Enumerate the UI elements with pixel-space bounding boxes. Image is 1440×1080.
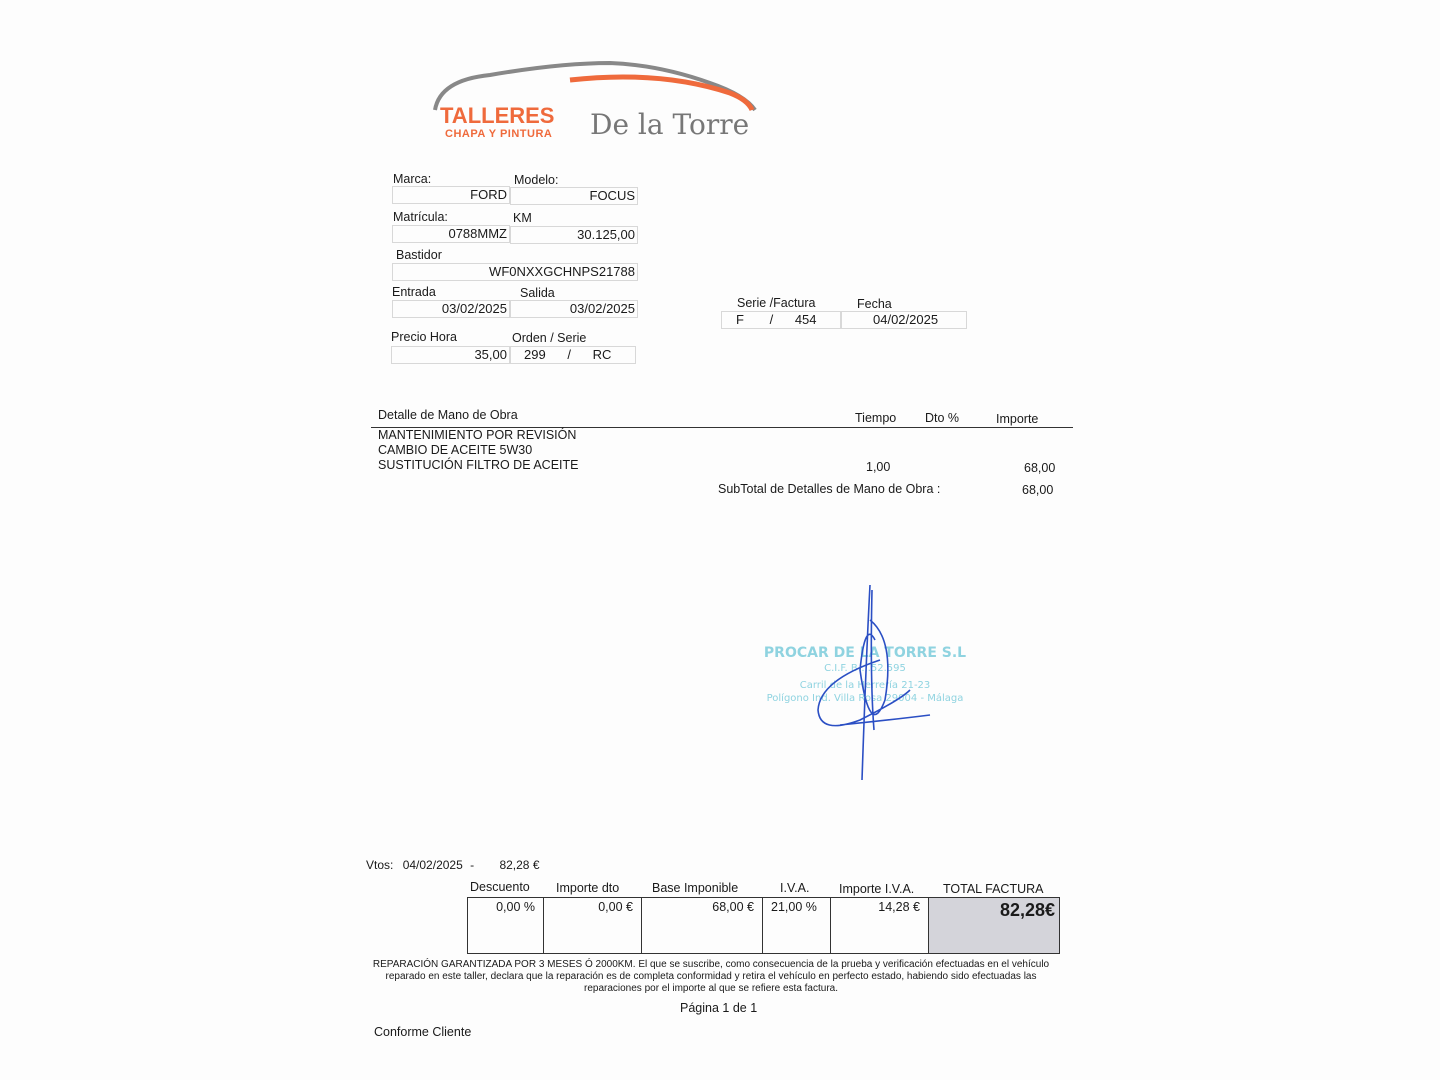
salida-value: 03/02/2025 [510, 300, 638, 318]
orden-serie-value: 299 / RC [510, 346, 636, 364]
labor-line: CAMBIO DE ACEITE 5W30 [378, 443, 533, 457]
stamp-line: C.I.F. B-...52.595 [824, 663, 906, 674]
dto-header: Dto % [925, 411, 960, 425]
entrada-label: Entrada [392, 285, 436, 299]
header-divider [371, 427, 1073, 428]
vtos-date: 04/02/2025 [402, 858, 463, 872]
marca-value: FORD [392, 186, 510, 204]
bastidor-label: Bastidor [396, 248, 442, 262]
stamp-line: PROCAR DE LA TORRE S.L [763, 645, 967, 661]
labor-line: MANTENIMIENTO POR REVISIÓN [378, 428, 577, 442]
importe-dto-header: Importe dto [556, 881, 620, 895]
importe-iva-header: Importe I.V.A. [839, 882, 915, 896]
vtos-separator: - [470, 858, 475, 872]
vtos-row: Vtos: 04/02/2025 - 82,28 € [366, 858, 540, 872]
importe-dto-value: 0,00 € [543, 897, 642, 954]
km-value: 30.125,00 [510, 226, 638, 244]
serie-factura-value: F / 454 [721, 311, 841, 329]
fecha-label: Fecha [857, 297, 892, 311]
serie-factura-label: Serie /Factura [737, 296, 816, 310]
total-factura-header: TOTAL FACTURA [943, 882, 1044, 896]
orden-number: 299 [524, 347, 546, 362]
page-number: Página 1 de 1 [680, 1001, 758, 1015]
matricula-label: Matrícula: [393, 210, 448, 224]
matricula-value: 0788MMZ [392, 225, 510, 243]
invoice-number: 454 [794, 312, 817, 327]
base-imponible-header: Base Imponible [652, 881, 739, 895]
iva-header: I.V.A. [780, 881, 810, 895]
modelo-label: Modelo: [514, 173, 559, 187]
serie-code: RC [592, 347, 612, 362]
orden-serie-label: Orden / Serie [512, 331, 587, 345]
labor-detail-header: Detalle de Mano de Obra [378, 408, 518, 422]
precio-hora-label: Precio Hora [391, 330, 457, 344]
bastidor-value: WF0NXXGCHNPS21788 [392, 263, 638, 281]
km-label: KM [513, 211, 532, 225]
precio-hora-value: 35,00 [391, 346, 510, 364]
salida-label: Salida [520, 286, 555, 300]
total-factura-value: 82,28€ [928, 897, 1060, 954]
descuento-header: Descuento [470, 880, 530, 894]
subtotal-label: SubTotal de Detalles de Mano de Obra : [718, 482, 941, 496]
base-imponible-value: 68,00 € [641, 897, 763, 954]
importe-header: Importe [996, 412, 1039, 426]
labor-importe: 68,00 [1024, 461, 1056, 475]
totals-table: 0,00 % 0,00 € 68,00 € 21,00 % 14,28 € 82… [467, 897, 1060, 954]
car-silhouette-icon [433, 60, 757, 112]
logo-talleres: TALLERES [440, 103, 555, 128]
descuento-value: 0,00 % [467, 897, 544, 954]
company-logo: TALLERES CHAPA Y PINTURA De la Torre [430, 55, 760, 150]
importe-iva-value: 14,28 € [830, 897, 929, 954]
invoice-date: 04/02/2025 [841, 311, 967, 329]
entrada-value: 03/02/2025 [392, 300, 510, 318]
labor-tiempo: 1,00 [866, 460, 891, 474]
iva-value: 21,00 % [762, 897, 831, 954]
modelo-value: FOCUS [510, 187, 638, 205]
vtos-amount: 82,28 € [499, 858, 540, 872]
labor-line: SUSTITUCIÓN FILTRO DE ACEITE [378, 458, 579, 472]
invoice-serie: F [736, 312, 744, 327]
signature [817, 584, 931, 781]
orden-separator: / [567, 347, 571, 362]
warranty-text: REPARACIÓN GARANTIZADA POR 3 MESES Ó 200… [372, 959, 1050, 994]
subtotal-value: 68,00 [1022, 483, 1054, 497]
invoice-separator: / [769, 312, 774, 327]
logo-chapa-pintura: CHAPA Y PINTURA [445, 128, 553, 140]
vtos-label: Vtos: [366, 858, 394, 872]
logo-de-la-torre: De la Torre [590, 108, 750, 141]
conforme-cliente: Conforme Cliente [374, 1025, 472, 1039]
tiempo-header: Tiempo [855, 411, 897, 425]
marca-label: Marca: [393, 172, 432, 186]
